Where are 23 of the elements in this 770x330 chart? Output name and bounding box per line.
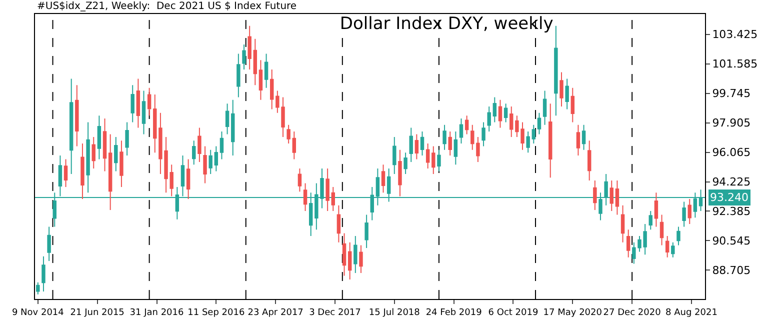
y-tick-label: 101.585: [712, 58, 758, 71]
x-tick-label: 27 Dec 2020: [603, 308, 662, 318]
x-tick-label: 8 Aug 2021: [666, 308, 718, 318]
x-tick-label: 23 Apr 2017: [248, 308, 304, 318]
y-tick-label: 88.705: [712, 264, 751, 278]
x-tick-label: 9 Nov 2014: [12, 308, 64, 318]
y-tick-label: 90.545: [712, 234, 751, 248]
x-tick-label: 24 Feb 2019: [426, 308, 482, 318]
x-tick-label: 3 Dec 2017: [309, 308, 361, 318]
x-tick-label: 17 May 2020: [543, 308, 602, 318]
x-tick-label: 11 Sep 2016: [188, 308, 245, 318]
x-tick-label: 15 Jul 2018: [368, 308, 420, 318]
y-tick-label: 94.225: [712, 176, 751, 189]
y-tick-label: 96.065: [712, 146, 751, 160]
y-tick-label: 92.385: [712, 205, 751, 218]
y-tick-label: 103.425: [712, 28, 758, 42]
x-tick-label: 6 Oct 2019: [488, 308, 538, 318]
y-tick-label: 99.745: [712, 87, 751, 100]
x-tick-label: 21 Jun 2015: [70, 308, 124, 318]
ref-line-label: 93.240: [710, 191, 748, 204]
chart-subtitle: #US$idx_Z21, Weekly: Dec 2021 US $ Index Future: [37, 1, 297, 12]
y-tick-label: 97.905: [712, 116, 751, 130]
x-tick-label: 31 Jan 2016: [130, 308, 184, 318]
